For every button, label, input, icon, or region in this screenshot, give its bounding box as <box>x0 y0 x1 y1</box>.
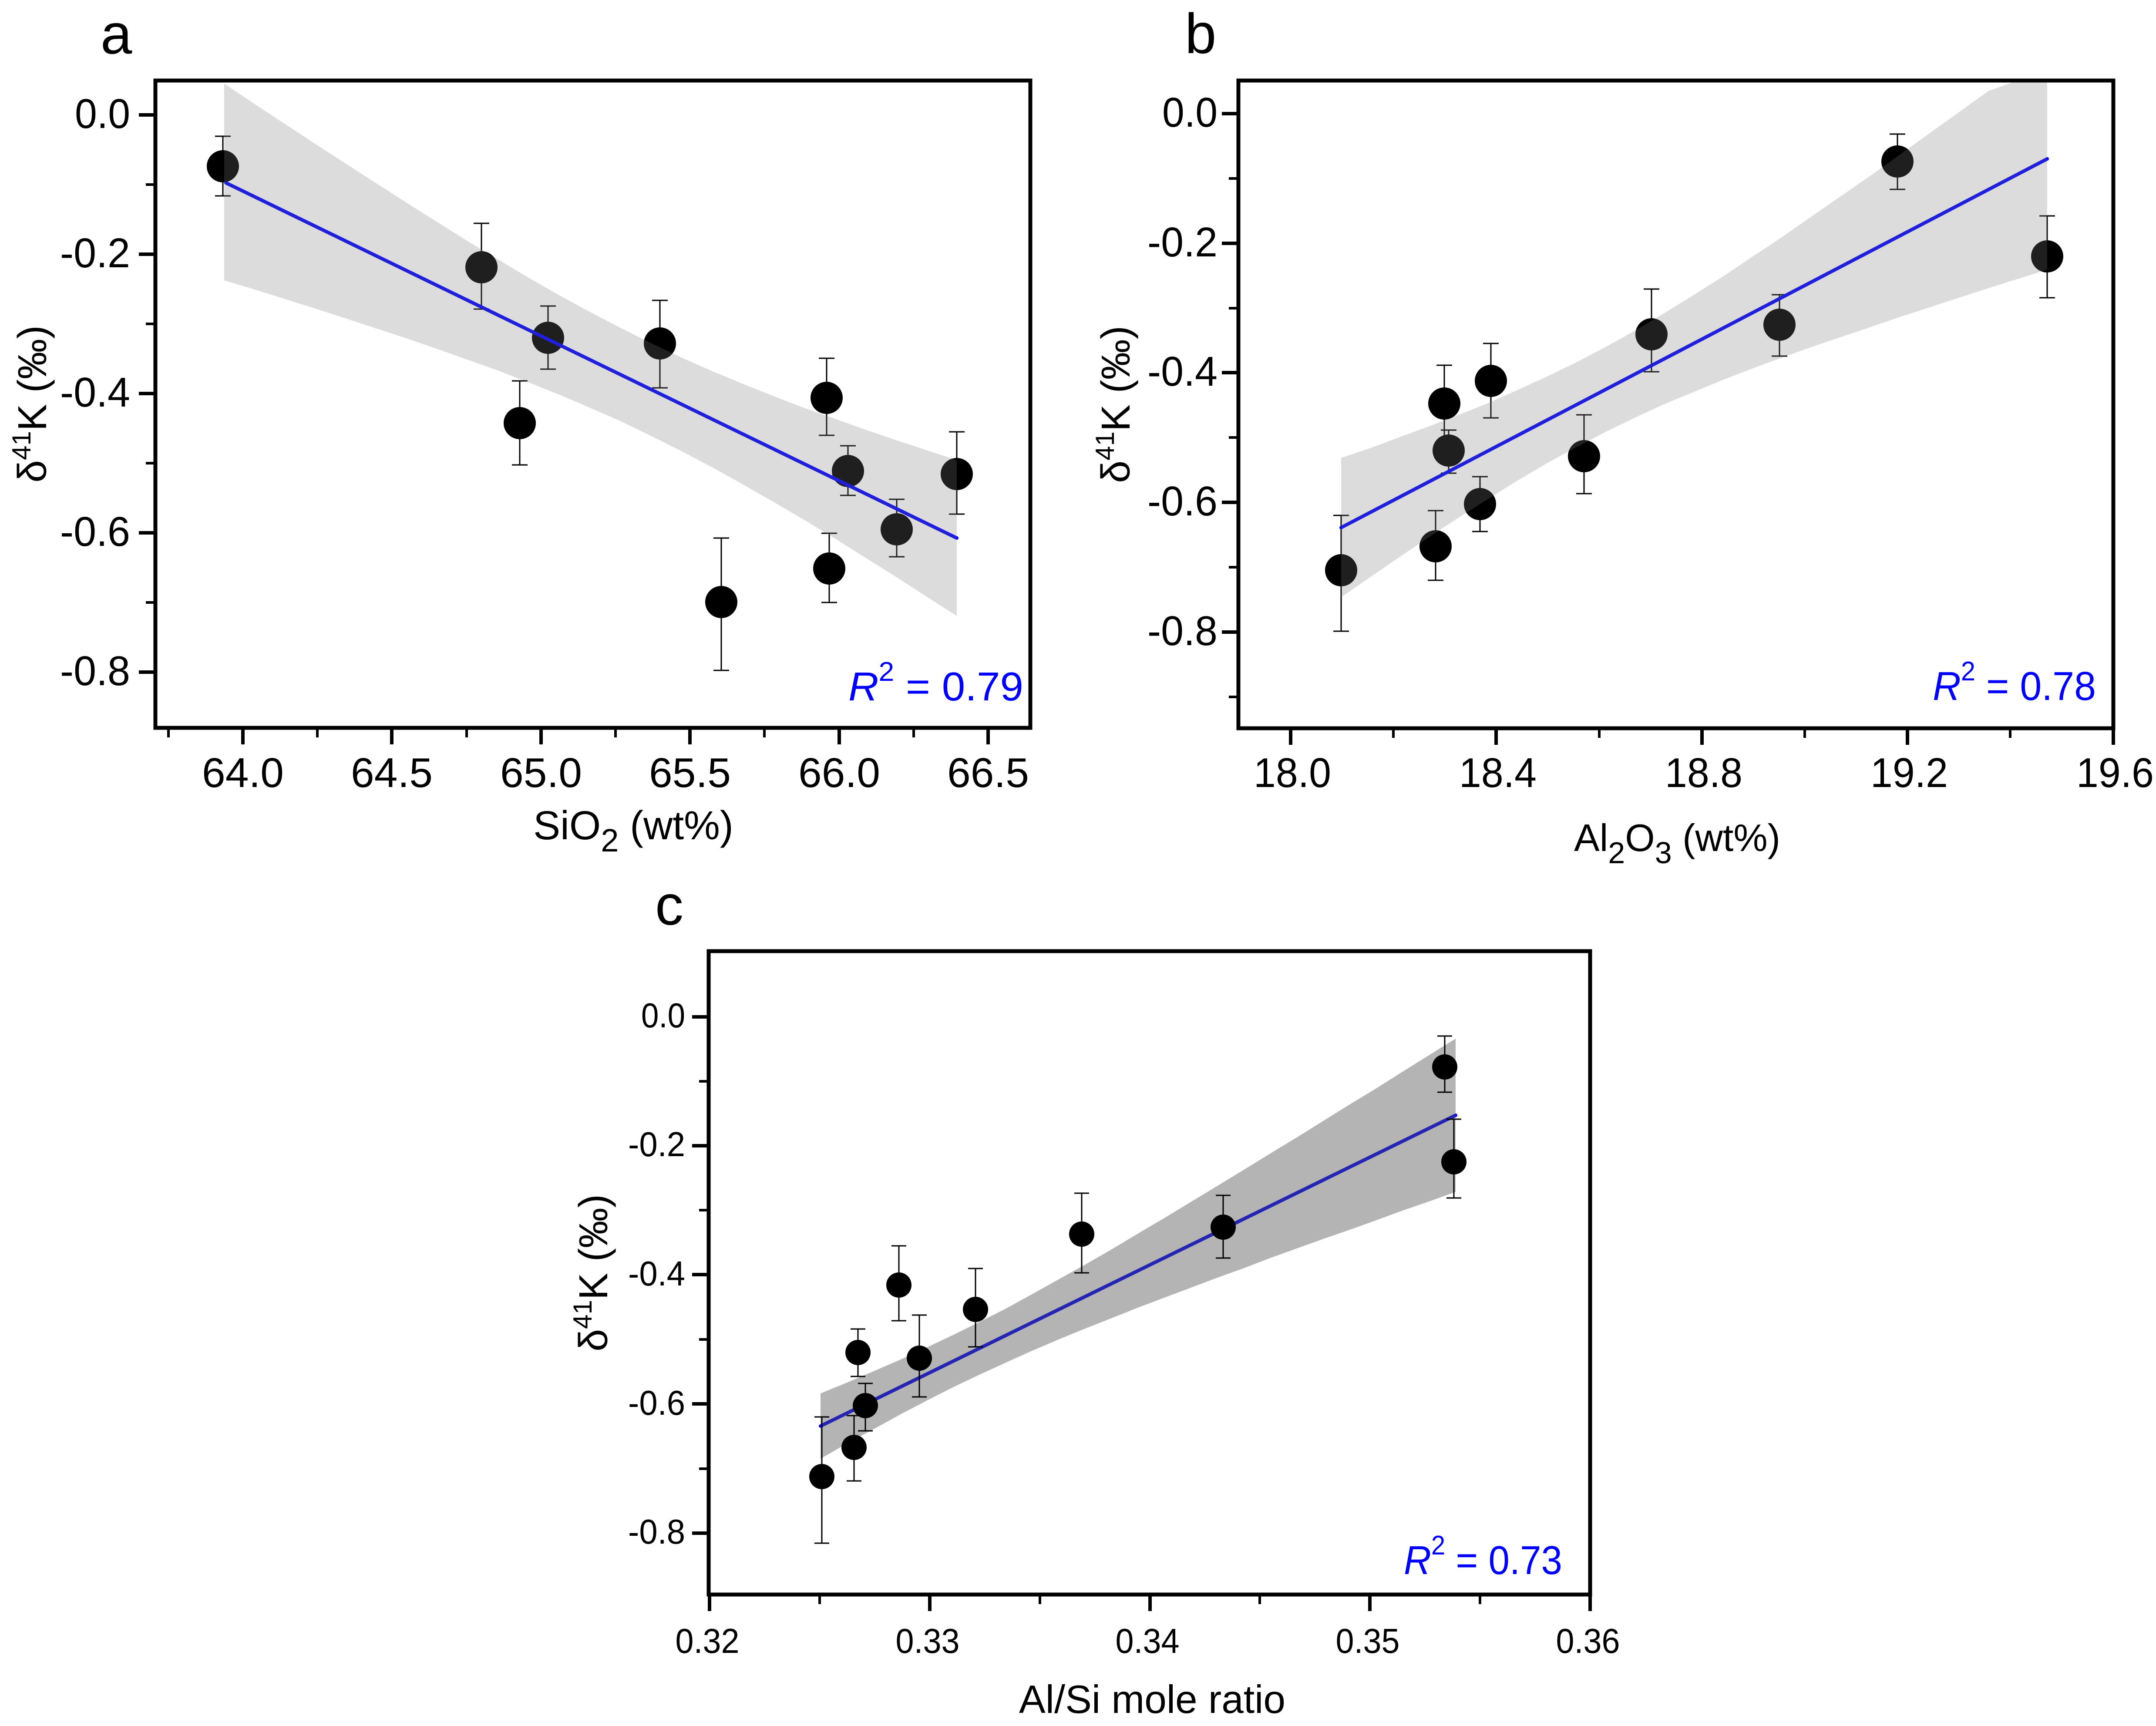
svg-text:18.4: 18.4 <box>1459 750 1537 796</box>
svg-text:0.0: 0.0 <box>1162 89 1218 136</box>
svg-text:64.5: 64.5 <box>351 750 433 796</box>
svg-text:0.34: 0.34 <box>1116 1622 1180 1660</box>
svg-text:R2 = 0.78: R2 = 0.78 <box>1933 656 2096 709</box>
svg-text:0.35: 0.35 <box>1336 1622 1400 1660</box>
svg-text:-0.4: -0.4 <box>60 369 130 416</box>
svg-text:R2 = 0.73: R2 = 0.73 <box>1404 1531 1562 1583</box>
svg-text:0.0: 0.0 <box>641 996 685 1035</box>
svg-text:0.36: 0.36 <box>1556 1622 1620 1660</box>
svg-text:66.0: 66.0 <box>798 750 880 796</box>
svg-text:c: c <box>655 873 683 937</box>
svg-text:0.32: 0.32 <box>676 1622 740 1660</box>
svg-text:18.8: 18.8 <box>1665 750 1742 796</box>
svg-text:66.5: 66.5 <box>947 750 1029 796</box>
svg-text:-0.8: -0.8 <box>1147 608 1218 654</box>
svg-text:-0.4: -0.4 <box>628 1254 685 1293</box>
svg-text:R2 = 0.79: R2 = 0.79 <box>848 657 1023 709</box>
svg-text:19.6: 19.6 <box>2076 750 2154 796</box>
svg-text:-0.2: -0.2 <box>1147 219 1218 266</box>
svg-text:-0.8: -0.8 <box>60 648 130 694</box>
svg-text:-0.2: -0.2 <box>60 230 130 276</box>
svg-text:Al/Si mole ratio: Al/Si mole ratio <box>1019 1678 1285 1722</box>
svg-text:-0.6: -0.6 <box>628 1383 685 1422</box>
svg-text:65.0: 65.0 <box>500 750 582 796</box>
svg-text:δ41K (‰): δ41K (‰) <box>568 1194 616 1351</box>
svg-text:-0.6: -0.6 <box>60 508 130 555</box>
svg-text:-0.2: -0.2 <box>628 1125 685 1164</box>
svg-text:b: b <box>1185 2 1216 65</box>
svg-text:-0.6: -0.6 <box>1147 478 1218 525</box>
svg-text:65.5: 65.5 <box>649 750 731 796</box>
svg-text:0.0: 0.0 <box>75 91 130 137</box>
svg-text:64.0: 64.0 <box>202 750 284 796</box>
svg-text:-0.8: -0.8 <box>628 1512 685 1551</box>
svg-text:19.2: 19.2 <box>1870 750 1948 796</box>
svg-text:a: a <box>101 2 132 66</box>
svg-text:18.0: 18.0 <box>1254 750 1331 796</box>
svg-text:0.33: 0.33 <box>896 1622 960 1660</box>
svg-text:-0.4: -0.4 <box>1147 348 1218 395</box>
